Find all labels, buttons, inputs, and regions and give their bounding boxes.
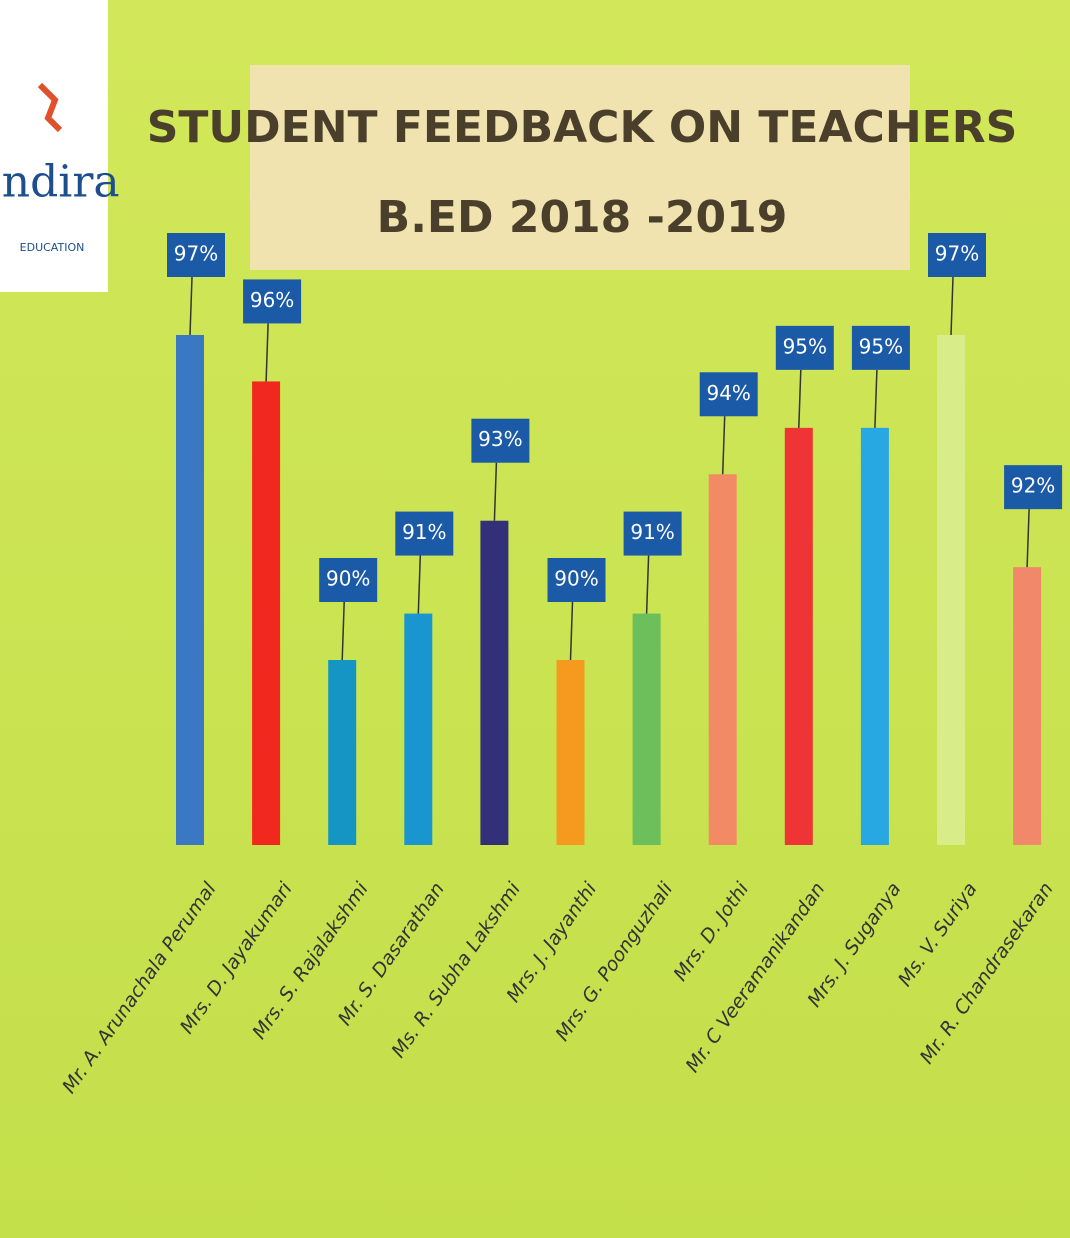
bar xyxy=(784,427,813,845)
value-label: 93% xyxy=(478,427,522,451)
label-box xyxy=(167,233,225,277)
bar xyxy=(937,335,965,845)
value-label: 90% xyxy=(554,567,598,591)
value-label: 90% xyxy=(326,567,370,591)
value-label: 92% xyxy=(1011,474,1055,498)
value-label: 95% xyxy=(783,334,827,358)
bar xyxy=(1013,567,1042,845)
chart-subtitle: B.ED 2018 -2019 xyxy=(377,192,788,243)
value-label: 97% xyxy=(935,242,979,266)
label-box xyxy=(319,558,378,602)
title-box xyxy=(250,65,910,270)
label-leader xyxy=(189,276,193,336)
bar xyxy=(632,613,661,845)
logo-icon xyxy=(37,82,63,133)
value-label: 91% xyxy=(402,520,446,544)
value-label: 96% xyxy=(250,288,294,312)
label-box xyxy=(471,418,530,463)
label-box xyxy=(547,558,606,602)
bar xyxy=(556,660,585,845)
label-box xyxy=(623,511,682,556)
bar xyxy=(252,381,281,845)
label-box xyxy=(243,279,302,324)
bar xyxy=(404,613,433,845)
label-leader xyxy=(950,276,954,336)
label-leader xyxy=(874,369,878,428)
label-leader xyxy=(645,555,650,614)
bar xyxy=(328,660,357,845)
label-leader xyxy=(341,601,345,661)
value-label: 94% xyxy=(706,381,750,405)
label-box xyxy=(775,325,834,370)
value-label: 91% xyxy=(630,520,674,544)
label-box xyxy=(851,325,910,370)
logo-tagline: EDUCATION xyxy=(20,241,85,254)
label-leader xyxy=(493,462,498,521)
value-label: 97% xyxy=(174,242,218,266)
label-leader xyxy=(1026,509,1030,568)
label-leader xyxy=(417,555,422,614)
chart-title: STUDENT FEEDBACK ON TEACHERS xyxy=(147,102,1018,153)
logo-name: Indira xyxy=(0,157,120,208)
bar xyxy=(176,335,204,845)
bar xyxy=(480,520,509,845)
label-leader xyxy=(265,323,269,382)
label-leader xyxy=(569,601,574,661)
label-leader xyxy=(721,416,726,475)
label-leader xyxy=(798,369,802,428)
value-label: 95% xyxy=(859,334,903,358)
label-box xyxy=(928,233,986,277)
label-box xyxy=(395,511,454,556)
bar xyxy=(708,474,737,845)
bar xyxy=(860,427,889,845)
label-box xyxy=(1004,465,1063,510)
label-box xyxy=(699,372,758,417)
logo-box xyxy=(0,0,108,292)
